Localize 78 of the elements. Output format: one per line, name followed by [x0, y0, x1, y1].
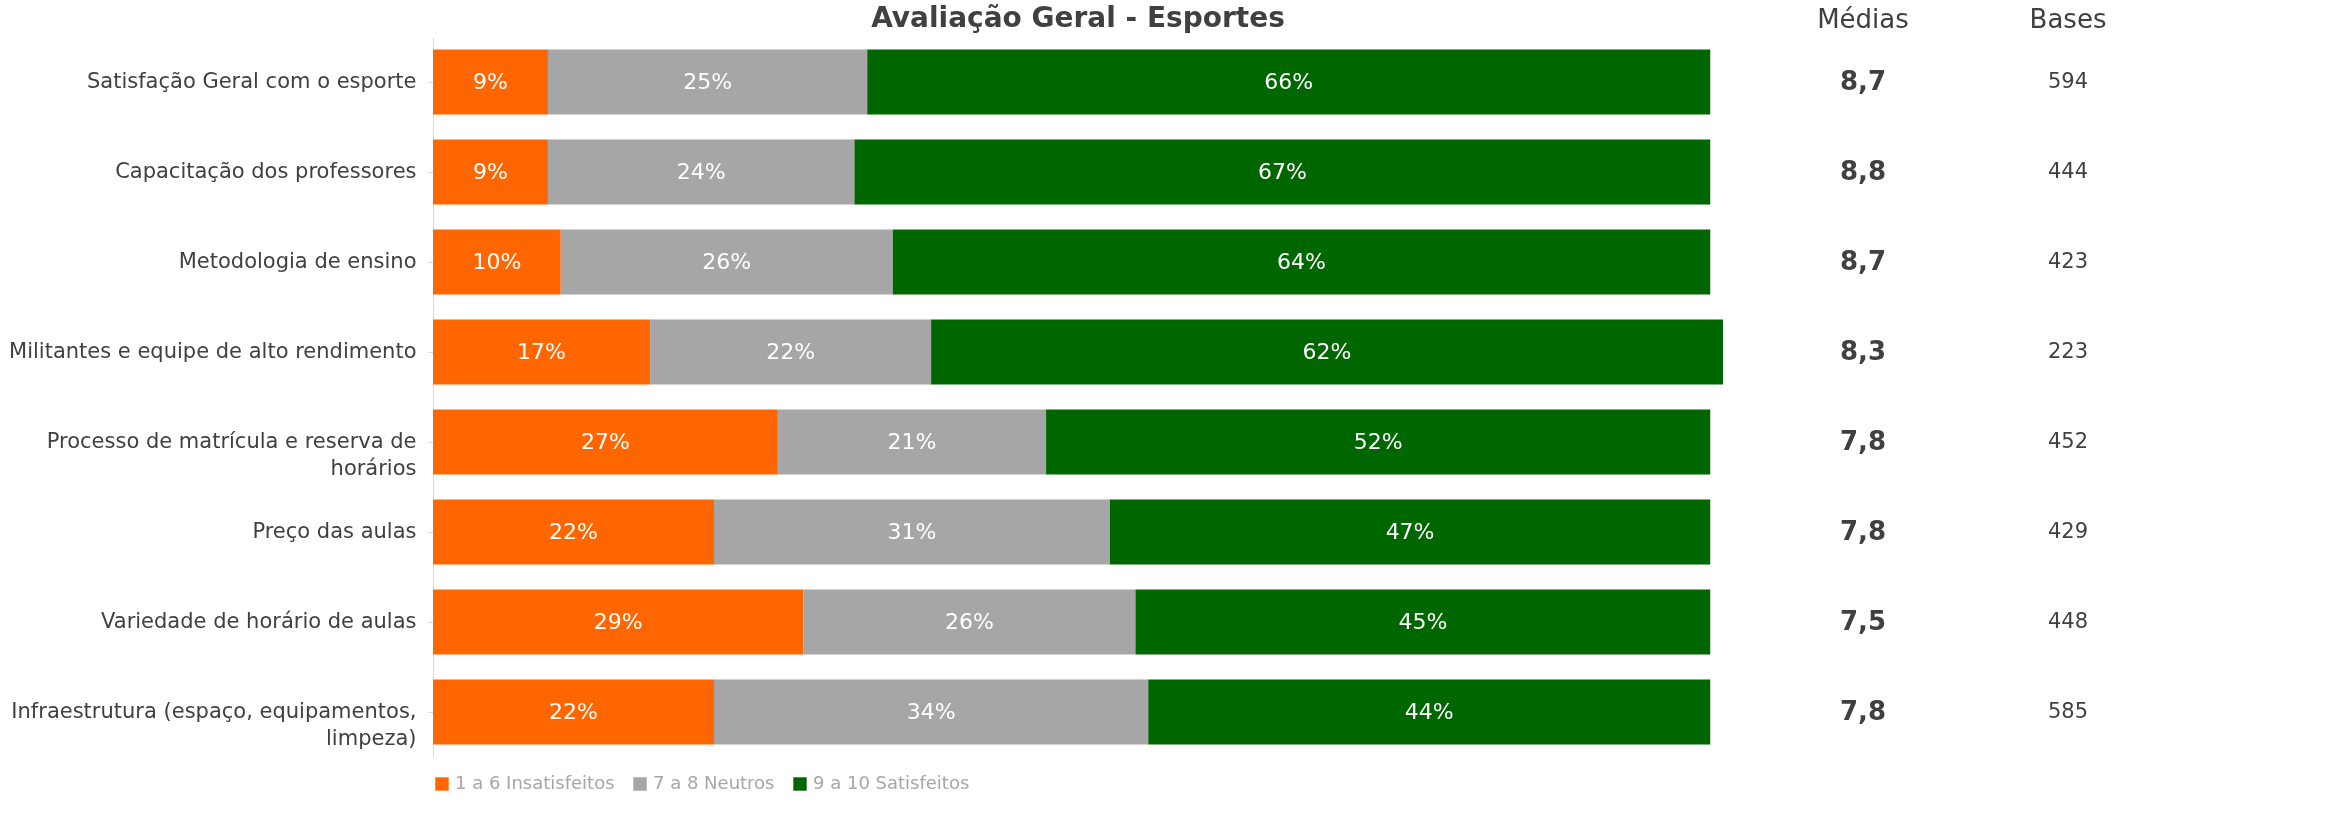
bar — [433, 139, 548, 205]
y-tick-label: Militantes e equipe de alto rendimento — [9, 339, 417, 363]
data-label: 9% — [473, 159, 508, 184]
data-label: 31% — [887, 519, 937, 544]
y-tick-label: Variedade de horário de aulas — [101, 609, 417, 633]
data-label: 423 — [2047, 249, 2089, 273]
data-label: 8,3 — [1839, 336, 1887, 366]
bar — [433, 319, 651, 385]
y-tick-label: Capacitação dos professores — [115, 159, 417, 183]
y-tick-label: Infraestrutura (espaço, equipamentos, limpeza) — [11, 699, 417, 750]
bar — [867, 49, 1711, 115]
data-label: 22% — [766, 339, 816, 364]
data-label: 8,7 — [1839, 66, 1887, 96]
legend-label: 7 a 8 Neutros — [653, 772, 775, 793]
data-label: 64% — [1277, 249, 1326, 274]
bar — [1135, 589, 1711, 655]
y-tick-label: Preço das aulas — [252, 519, 417, 543]
bar — [433, 229, 561, 295]
bar — [650, 319, 932, 385]
data-label: 10% — [472, 249, 522, 274]
bar — [777, 409, 1047, 475]
chart-title: Avaliação Geral - Esportes — [871, 1, 1285, 34]
data-label: 7,8 — [1839, 426, 1887, 456]
data-label: 27% — [580, 429, 630, 454]
data-label: 223 — [2047, 339, 2089, 363]
bar — [433, 49, 548, 115]
data-label: 67% — [1257, 159, 1307, 184]
bar — [547, 49, 868, 115]
data-label: 429 — [2047, 519, 2089, 543]
y-tick-label: Satisfação Geral com o esporte — [87, 69, 417, 93]
legend-label: 9 a 10 Satisfeitos — [813, 772, 970, 793]
data-label: 22% — [549, 699, 598, 724]
data-label: 8,8 — [1839, 156, 1887, 186]
data-label: 9% — [473, 69, 508, 94]
bar — [433, 589, 804, 655]
text: Médias — [1817, 4, 1909, 34]
bar — [854, 139, 1711, 205]
data-label: 25% — [683, 69, 733, 94]
data-label: 26% — [944, 609, 994, 634]
data-label: 8,7 — [1839, 246, 1887, 276]
bar — [1046, 409, 1711, 475]
bar — [713, 679, 1149, 745]
data-label: 34% — [906, 699, 956, 724]
data-label: 444 — [2047, 159, 2089, 183]
data-label: 22% — [549, 519, 598, 544]
bar — [931, 319, 1723, 385]
y-tick-label: Processo de matrícula e reserva de horários — [46, 429, 417, 480]
data-label: 26% — [702, 249, 752, 274]
data-label: 44% — [1404, 699, 1454, 724]
data-label: 52% — [1353, 429, 1403, 454]
bar — [433, 409, 778, 475]
bar — [892, 229, 1711, 295]
bar — [803, 589, 1136, 655]
data-label: 29% — [593, 609, 643, 634]
data-label: 7,8 — [1839, 516, 1887, 546]
data-label: 47% — [1385, 519, 1435, 544]
data-label: 21% — [887, 429, 937, 454]
data-label: 594 — [2047, 69, 2089, 93]
y-tick-label: Metodologia de ensino — [178, 249, 417, 273]
bar — [547, 139, 855, 205]
data-label: 7,5 — [1839, 606, 1887, 636]
data-label: 585 — [2047, 699, 2089, 723]
bar — [433, 499, 714, 565]
data-label: 17% — [517, 339, 567, 364]
data-label: 66% — [1264, 69, 1314, 94]
data-label: 7,8 — [1839, 696, 1887, 726]
data-label: 24% — [676, 159, 726, 184]
data-label: 448 — [2047, 609, 2089, 633]
bar — [1148, 679, 1711, 745]
bar — [1109, 499, 1711, 565]
data-label: 62% — [1302, 339, 1352, 364]
bar — [560, 229, 893, 295]
bar — [433, 679, 714, 745]
data-label: 45% — [1398, 609, 1448, 634]
data-label: 452 — [2047, 429, 2089, 453]
text: Bases — [2029, 4, 2107, 34]
bar — [713, 499, 1110, 565]
legend-label: 1 a 6 Insatisfeitos — [455, 772, 615, 793]
